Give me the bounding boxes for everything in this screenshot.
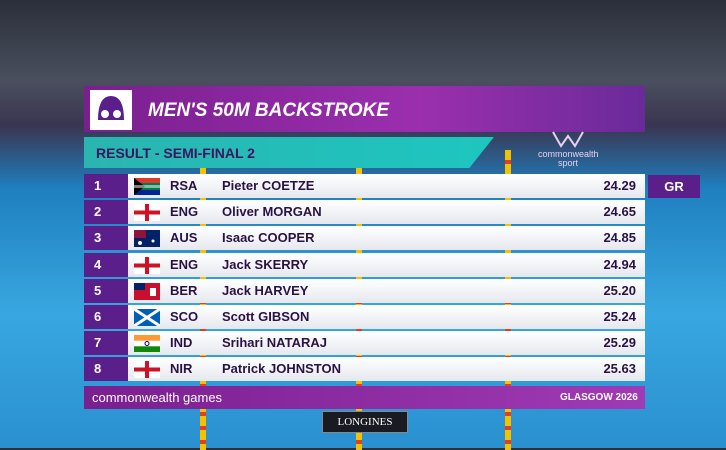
result-row: 8 NIR Patrick JOHNSTON 25.63: [84, 357, 645, 382]
event-title: MEN'S 50M BACKSTROKE: [148, 100, 389, 121]
footer-location: GLASGOW 2026: [560, 392, 638, 403]
swim-icon: [90, 90, 132, 130]
flag: [134, 335, 160, 353]
time: 24.65: [603, 204, 636, 220]
time: 24.94: [603, 256, 636, 272]
time: 24.85: [603, 230, 636, 246]
time: 24.29: [603, 178, 636, 193]
subtitle-bar: [84, 137, 494, 168]
flag: [134, 309, 160, 326]
athlete-name: Jack SKERRY: [222, 256, 309, 272]
sponsor: LONGINES: [322, 411, 408, 433]
time: 25.63: [603, 361, 636, 377]
athlete-name: Isaac COOPER: [222, 230, 315, 246]
flag: [134, 256, 160, 274]
flag: [134, 282, 160, 300]
rank: 2: [84, 200, 128, 225]
country-code: SCO: [170, 309, 199, 324]
time: 25.29: [603, 335, 636, 351]
rank: 8: [84, 357, 128, 382]
rank: 7: [84, 331, 128, 356]
country-code: AUS: [170, 230, 198, 246]
rank: 3: [84, 226, 128, 251]
country-code: BER: [170, 282, 198, 298]
result-row: 7 IND Srihari NATARAJ 25.29: [84, 331, 645, 356]
result-row: 4 ENG Jack SKERRY 24.94: [84, 252, 645, 277]
subtitle: RESULT - SEMI-FINAL 2: [96, 145, 255, 161]
athlete-name: Scott GIBSON: [222, 309, 310, 324]
country-code: ENG: [170, 256, 199, 272]
time: 25.20: [603, 282, 636, 298]
result-row: 6 SCO Scott GIBSON 25.24: [84, 305, 645, 329]
time: 25.24: [603, 309, 636, 324]
logo-mark: [552, 131, 584, 148]
footer-brand: commonwealth games: [92, 390, 223, 405]
result-row: 1 RSA Pieter COETZE 24.29: [84, 174, 645, 198]
athlete-name: Pieter COETZE: [222, 178, 315, 193]
country-code: NIR: [170, 361, 193, 377]
flag: [134, 361, 160, 379]
logo-text: commonwealth: [538, 149, 599, 159]
rank: 6: [84, 305, 128, 329]
flag: [134, 178, 160, 195]
country-code: RSA: [170, 178, 198, 193]
flag: [134, 204, 160, 222]
athlete-name: Jack HARVEY: [222, 282, 309, 298]
brand-logo: commonwealth sport: [538, 130, 599, 168]
country-code: ENG: [170, 204, 199, 220]
flag: [134, 230, 160, 248]
logo-text: sport: [557, 158, 578, 168]
athlete-name: Srihari NATARAJ: [222, 335, 327, 351]
athlete-name: Patrick JOHNSTON: [222, 361, 341, 377]
result-row: 2 ENG Oliver MORGAN 24.65: [84, 200, 645, 225]
rank: 1: [84, 174, 128, 198]
rank: 5: [84, 278, 128, 303]
rank: 4: [84, 252, 128, 277]
record-badge: GR: [648, 175, 700, 198]
result-row: 5 BER Jack HARVEY 25.20: [84, 278, 645, 303]
header-bar: [84, 86, 645, 132]
country-code: IND: [170, 335, 193, 351]
result-row: 3 AUS Isaac COOPER 24.85: [84, 226, 645, 251]
footer-bar: [84, 386, 645, 409]
athlete-name: Oliver MORGAN: [222, 204, 322, 220]
